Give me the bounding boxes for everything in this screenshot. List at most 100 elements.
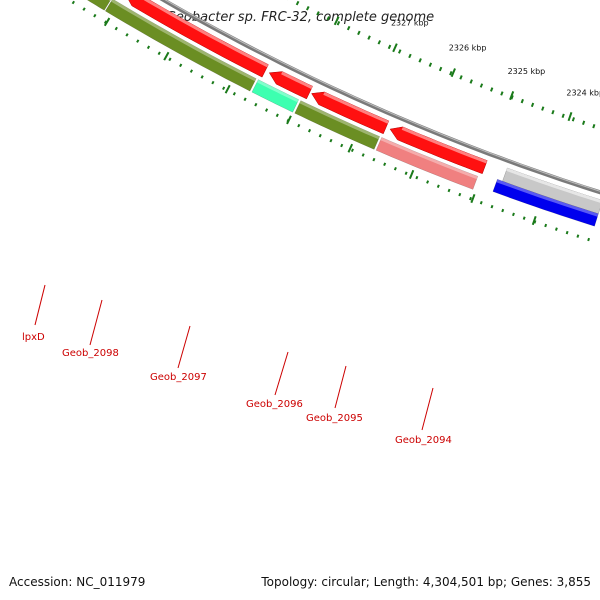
inner-tick <box>103 20 108 24</box>
outer-tick <box>510 95 514 100</box>
outer-tick <box>326 16 330 21</box>
inner-tick <box>340 143 344 148</box>
inner-tick <box>372 157 376 162</box>
inner-tick <box>436 184 440 189</box>
inner-tick <box>544 223 548 228</box>
outer-tick <box>530 102 535 108</box>
inner-tick <box>254 102 258 107</box>
major-tick <box>509 90 515 101</box>
inner-tick-ring <box>71 0 591 242</box>
gene-label: lpxD <box>22 332 45 343</box>
cds-feature-bar <box>104 0 257 92</box>
outer-tick <box>295 0 300 6</box>
outer-tick <box>479 83 484 88</box>
outer-tick <box>428 62 433 67</box>
inner-tick <box>318 133 322 138</box>
outer-tick <box>387 44 392 50</box>
inner-tick <box>533 220 537 224</box>
major-tick <box>333 16 340 26</box>
major-tick <box>450 68 456 78</box>
outer-tick <box>459 75 463 80</box>
inner-tick <box>125 33 129 37</box>
inner-tick <box>426 180 430 184</box>
inner-tick <box>469 196 472 201</box>
cds-features-track <box>86 0 599 227</box>
gene-leader-line <box>334 365 347 409</box>
cds-feature-highlight <box>108 0 111 1</box>
cds-feature-bar <box>251 79 300 113</box>
major-tick <box>286 115 292 125</box>
outer-tick <box>500 91 504 96</box>
inner-tick <box>383 162 387 167</box>
forward-features-track <box>128 0 600 215</box>
outer-tick <box>408 53 412 59</box>
outer-tick <box>520 98 524 104</box>
gene-leader-line <box>274 351 289 396</box>
major-tick <box>103 17 111 27</box>
inner-tick <box>447 188 451 193</box>
outer-tick <box>367 35 371 40</box>
inner-tick <box>329 138 333 143</box>
gene-label: Geob_2095 <box>306 413 363 424</box>
outer-tick <box>377 40 382 45</box>
inner-tick <box>211 80 215 85</box>
major-tick <box>347 143 354 153</box>
major-tick <box>392 43 398 53</box>
inner-tick <box>265 108 269 112</box>
inner-tick <box>350 148 354 153</box>
inner-tick <box>393 167 397 171</box>
gene-label: Geob_2098 <box>62 348 119 359</box>
inner-tick <box>232 92 236 96</box>
outer-tick <box>490 87 494 92</box>
topology-text: Topology: circular; Length: 4,304,501 bp… <box>261 575 591 589</box>
outer-tick <box>551 109 555 115</box>
tick-label: 2326 kbp <box>449 44 487 53</box>
tick-label: 2327 kbp <box>391 19 429 28</box>
inner-tick <box>179 63 183 68</box>
inner-tick <box>114 26 118 31</box>
inner-tick <box>168 57 172 62</box>
inner-tick <box>522 216 526 220</box>
inner-tick <box>82 7 86 11</box>
inner-tick <box>136 39 140 43</box>
outer-tick-ring <box>287 0 596 129</box>
accession-text: Accession: NC_011979 <box>9 575 146 589</box>
outer-tick <box>357 30 361 36</box>
inner-tick <box>404 171 408 176</box>
backbone-highlight <box>164 0 600 192</box>
inner-tick <box>222 86 226 91</box>
outer-tick <box>592 123 596 129</box>
gene-leader-line <box>89 299 103 346</box>
major-tick <box>531 215 537 226</box>
gene-label: Geob_2096 <box>246 399 303 410</box>
cds-feature-highlight <box>111 0 257 82</box>
cds-feature-highlight <box>380 137 478 180</box>
inner-tick <box>146 45 151 50</box>
forward-gene-highlight <box>401 126 488 164</box>
major-tick <box>567 111 573 122</box>
gene-label: Geob_2094 <box>395 435 452 446</box>
inner-tick <box>93 13 97 18</box>
inner-tick <box>415 175 419 180</box>
inner-tick <box>501 208 505 213</box>
gene-leader-line <box>421 387 434 431</box>
inner-tick <box>297 123 301 128</box>
major-tick <box>163 51 170 61</box>
cds-feature-highlight <box>256 79 299 103</box>
cds-feature-bar <box>492 178 599 227</box>
forward-gene-highlight <box>143 0 269 68</box>
outer-tick <box>346 25 351 31</box>
gene-leader-line <box>177 325 191 369</box>
inner-tick <box>189 69 194 73</box>
inner-tick <box>576 234 580 238</box>
cds-feature-highlight <box>299 100 380 140</box>
inner-tick <box>200 75 204 79</box>
outer-tick <box>438 66 443 72</box>
outer-tick <box>306 6 310 11</box>
outer-tick <box>582 120 586 125</box>
inner-tick <box>157 51 161 56</box>
major-tick <box>224 84 231 94</box>
cds-feature-bar <box>375 137 479 190</box>
inner-tick <box>71 0 75 5</box>
